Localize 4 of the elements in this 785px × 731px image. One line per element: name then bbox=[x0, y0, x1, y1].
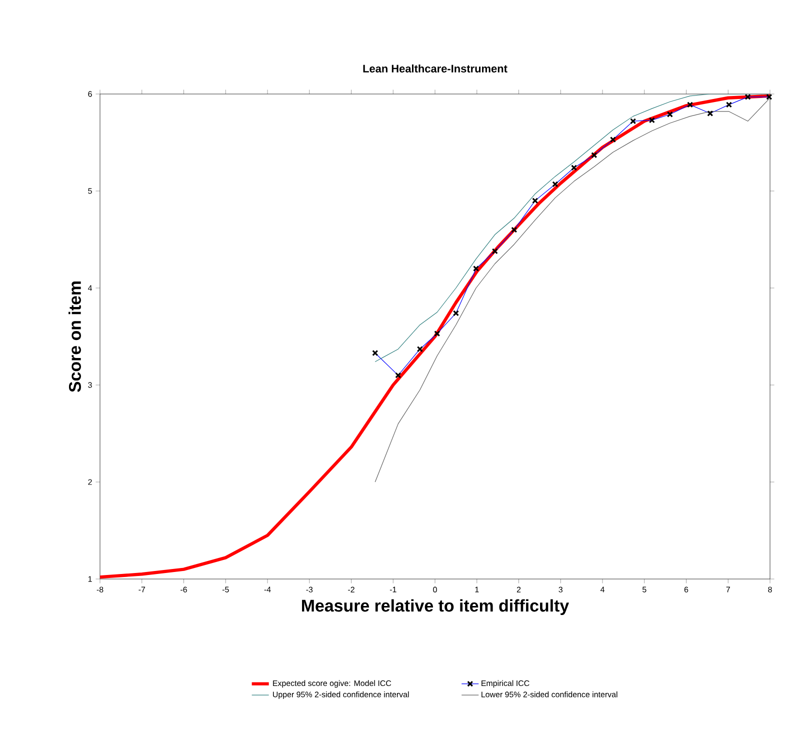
y-axis-title: Score on item bbox=[68, 282, 81, 392]
chart-title: Lean Healthcare-Instrument bbox=[363, 64, 508, 73]
line-series bbox=[374, 98, 770, 482]
x-axis-title: Measure relative to item difficulty bbox=[302, 599, 570, 616]
